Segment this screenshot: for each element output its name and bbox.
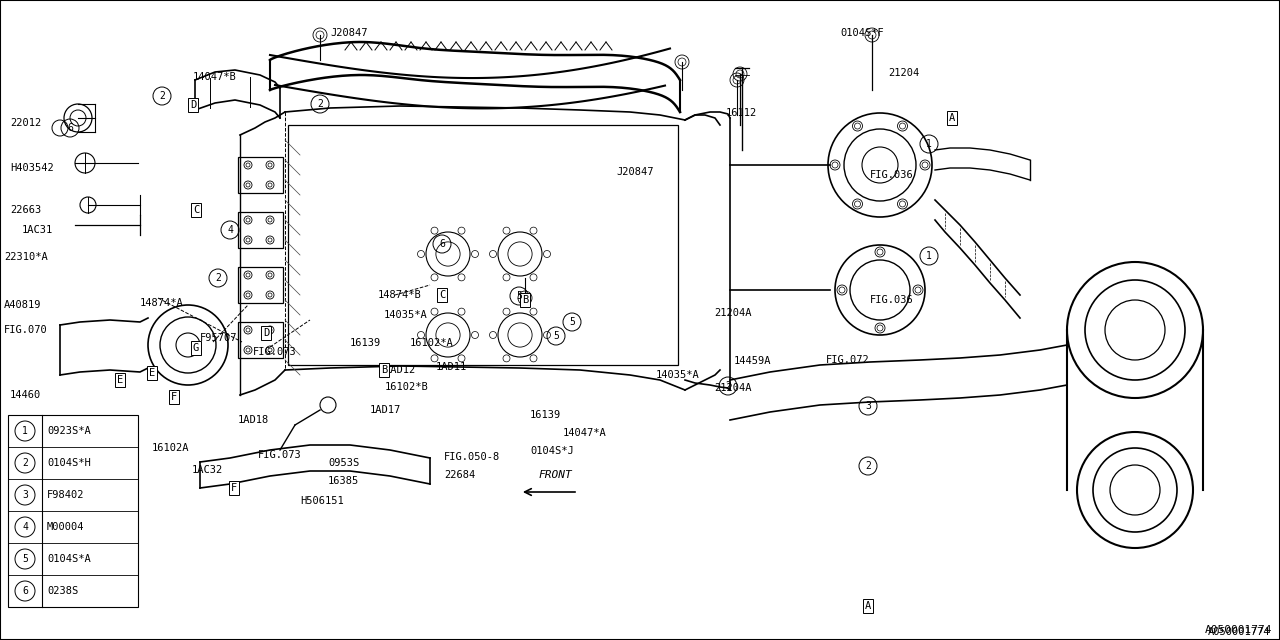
Text: 2: 2 <box>22 458 28 468</box>
Text: J20847: J20847 <box>330 28 367 38</box>
Text: G: G <box>193 343 200 353</box>
Text: F: F <box>230 483 237 493</box>
Text: FRONT: FRONT <box>538 470 572 480</box>
Text: E: E <box>148 368 155 378</box>
Text: 4: 4 <box>227 225 233 235</box>
Text: 0104S*F: 0104S*F <box>840 28 883 38</box>
Text: 14460: 14460 <box>10 390 41 400</box>
Text: 16102A: 16102A <box>152 443 189 453</box>
Text: D: D <box>262 328 269 338</box>
Text: B: B <box>522 295 529 305</box>
Bar <box>8 415 138 607</box>
Text: 2: 2 <box>865 461 870 471</box>
Text: 2: 2 <box>724 381 731 391</box>
Text: FIG.036: FIG.036 <box>870 170 914 180</box>
Text: J20847: J20847 <box>616 167 654 177</box>
Text: B: B <box>381 365 387 375</box>
Text: H403542: H403542 <box>10 163 54 173</box>
Text: 4: 4 <box>22 522 28 532</box>
Text: 22012: 22012 <box>10 118 41 128</box>
Text: 1AD12: 1AD12 <box>385 365 416 375</box>
Text: F98402: F98402 <box>47 490 84 500</box>
Bar <box>238 212 283 248</box>
Text: 1AC31: 1AC31 <box>22 225 54 235</box>
Text: 0953S: 0953S <box>328 458 360 468</box>
Text: FIG.070: FIG.070 <box>4 325 47 335</box>
Bar <box>288 125 678 365</box>
Text: FIG.036: FIG.036 <box>870 295 914 305</box>
Text: 14047*B: 14047*B <box>193 72 237 82</box>
Text: A: A <box>865 601 872 611</box>
Text: 0923S*A: 0923S*A <box>47 426 91 436</box>
Text: 14047*A: 14047*A <box>563 428 607 438</box>
Text: 14874*B: 14874*B <box>378 290 421 300</box>
Text: D: D <box>189 100 196 110</box>
Text: 1: 1 <box>925 251 932 261</box>
Text: 16139: 16139 <box>349 338 381 348</box>
Text: E: E <box>116 375 123 385</box>
Text: 16112: 16112 <box>726 108 758 118</box>
Text: 14035*A: 14035*A <box>384 310 428 320</box>
Bar <box>238 322 283 358</box>
Text: 6: 6 <box>22 586 28 596</box>
Bar <box>238 267 283 303</box>
Text: H506151: H506151 <box>300 496 344 506</box>
Text: 2: 2 <box>317 99 323 109</box>
Text: A050001774: A050001774 <box>1207 627 1270 637</box>
Text: 1AD17: 1AD17 <box>370 405 401 415</box>
Text: 14874*A: 14874*A <box>140 298 184 308</box>
Text: C: C <box>193 205 200 215</box>
Text: 1: 1 <box>925 139 932 149</box>
Text: 1AD11: 1AD11 <box>436 362 467 372</box>
Text: 16385: 16385 <box>328 476 360 486</box>
Text: 2: 2 <box>159 91 165 101</box>
Text: 0104S*A: 0104S*A <box>47 554 91 564</box>
Text: 3: 3 <box>865 401 870 411</box>
Text: C: C <box>439 290 445 300</box>
Text: 14459A: 14459A <box>733 356 772 366</box>
Text: 22663: 22663 <box>10 205 41 215</box>
Text: 21204: 21204 <box>888 68 919 78</box>
Text: 21204A: 21204A <box>714 308 751 318</box>
Text: 6: 6 <box>67 123 73 133</box>
Text: 16102*B: 16102*B <box>385 382 429 392</box>
Text: 5: 5 <box>516 291 522 301</box>
Text: 14035*A: 14035*A <box>657 370 700 380</box>
Text: 5: 5 <box>570 317 575 327</box>
Text: 1AD18: 1AD18 <box>238 415 269 425</box>
Text: FIG.072: FIG.072 <box>826 355 869 365</box>
Text: 16139: 16139 <box>530 410 561 420</box>
Text: A050001774: A050001774 <box>1204 625 1272 635</box>
Text: A: A <box>948 113 955 123</box>
Text: 6: 6 <box>439 239 445 249</box>
Text: 0238S: 0238S <box>47 586 78 596</box>
Text: 1AC32: 1AC32 <box>192 465 223 475</box>
Text: A40819: A40819 <box>4 300 41 310</box>
Text: 0104S*H: 0104S*H <box>47 458 91 468</box>
Text: 22684: 22684 <box>444 470 475 480</box>
Text: 22310*A: 22310*A <box>4 252 47 262</box>
Text: 0104S*J: 0104S*J <box>530 446 573 456</box>
Text: 3: 3 <box>22 490 28 500</box>
Text: 2: 2 <box>215 273 221 283</box>
Text: M00004: M00004 <box>47 522 84 532</box>
Text: FIG.050-8: FIG.050-8 <box>444 452 500 462</box>
Text: F: F <box>170 392 177 402</box>
Text: 21204A: 21204A <box>714 383 751 393</box>
Bar <box>238 157 283 193</box>
Text: FIG.073: FIG.073 <box>253 347 297 357</box>
Text: 1: 1 <box>22 426 28 436</box>
Text: F95707: F95707 <box>200 333 238 343</box>
Text: 5: 5 <box>22 554 28 564</box>
Text: 16102*A: 16102*A <box>410 338 453 348</box>
Text: 5: 5 <box>553 331 559 341</box>
Text: FIG.073: FIG.073 <box>259 450 302 460</box>
